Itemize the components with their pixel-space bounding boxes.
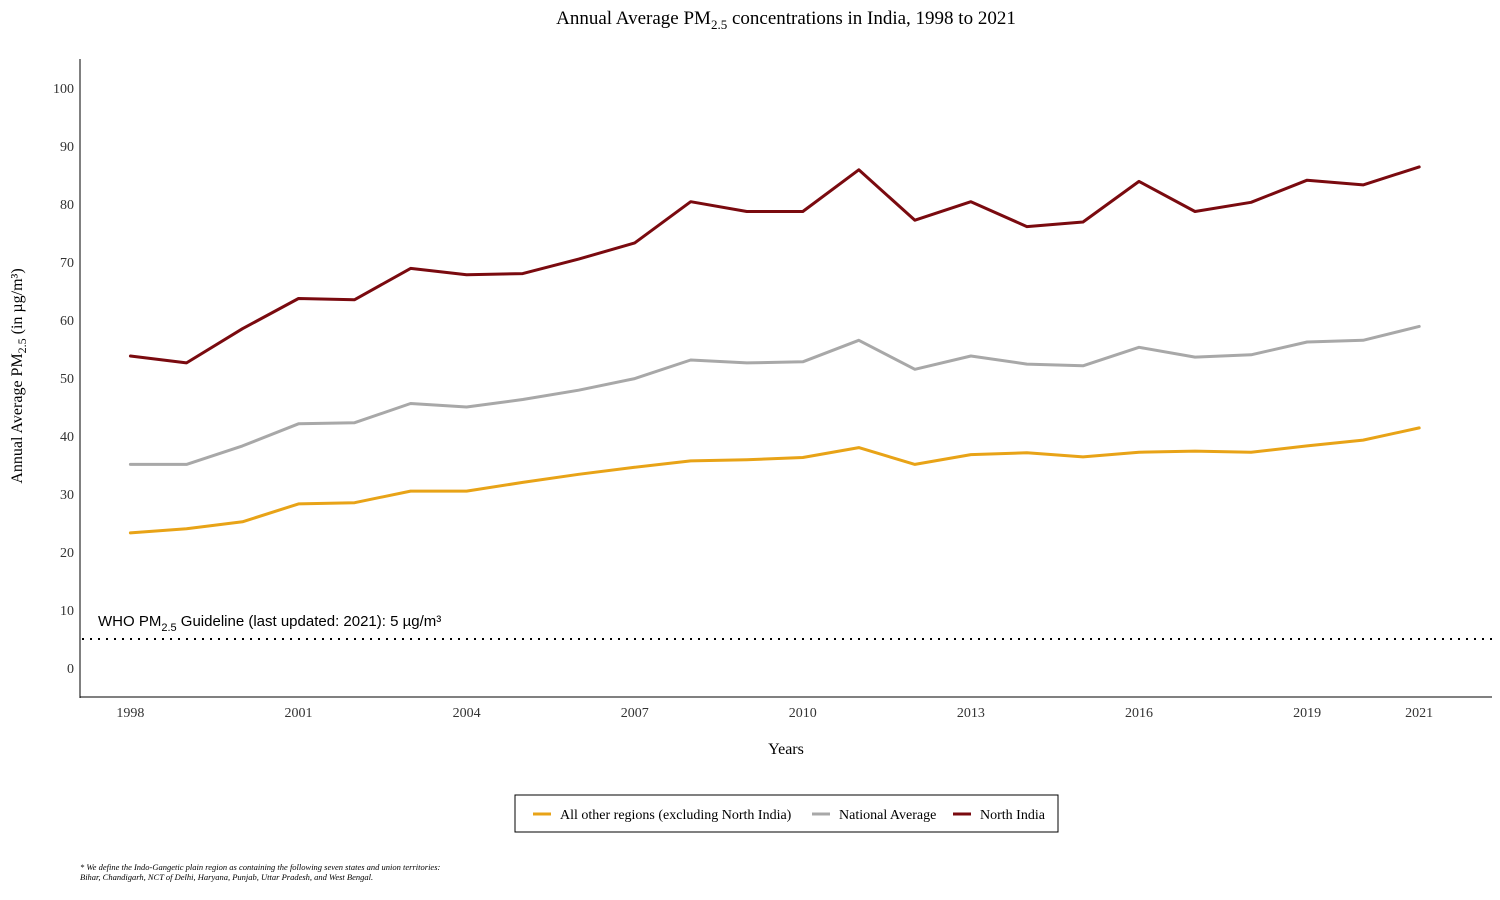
series-lines xyxy=(128,165,1421,535)
legend-label: All other regions (excluding North India… xyxy=(560,808,792,823)
y-tick-labels: 0 10 20 30 40 50 60 70 80 90 100 xyxy=(53,82,74,677)
y-axis-title: Annual Average PM2.5 (in µg/m³) xyxy=(9,268,29,483)
series-line-1 xyxy=(128,324,1421,466)
y-tick-label: 100 xyxy=(53,82,74,97)
x-tick-label: 2013 xyxy=(957,706,985,721)
y-tick-label: 50 xyxy=(60,372,74,387)
x-tick-label: 2004 xyxy=(453,706,481,721)
x-tick-label: 2010 xyxy=(789,706,817,721)
y-tick-label: 0 xyxy=(67,662,74,677)
x-tick-label: 2019 xyxy=(1293,706,1321,721)
x-axis-title: Years xyxy=(768,741,804,758)
y-tick-label: 90 xyxy=(60,140,74,155)
x-tick-label: 2001 xyxy=(285,706,313,721)
y-tick-label: 80 xyxy=(60,198,74,213)
x-tick-label: 1998 xyxy=(116,706,144,721)
footnote: * We define the Indo-Gangetic plain regi… xyxy=(80,862,441,882)
who-guideline-label: WHO PM2.5 Guideline (last updated: 2021)… xyxy=(98,613,441,634)
legend-label: National Average xyxy=(839,808,936,823)
chart-title: Annual Average PM2.5 concentrations in I… xyxy=(556,8,1016,32)
y-tick-label: 60 xyxy=(60,314,74,329)
y-tick-label: 10 xyxy=(60,604,74,619)
series-line-0 xyxy=(128,426,1421,535)
y-tick-label: 40 xyxy=(60,430,74,445)
x-tick-label: 2007 xyxy=(621,706,649,721)
y-tick-label: 30 xyxy=(60,488,74,503)
legend: All other regions (excluding North India… xyxy=(514,794,1059,833)
y-tick-label: 20 xyxy=(60,546,74,561)
legend-label: North India xyxy=(980,808,1046,823)
series-line-2 xyxy=(128,165,1421,365)
x-tick-label: 2021 xyxy=(1405,706,1433,721)
x-tick-labels: 1998 2001 2004 2007 2010 2013 2016 2019 2021 xyxy=(116,706,1433,721)
x-tick-label: 2016 xyxy=(1125,706,1153,721)
y-tick-label: 70 xyxy=(60,256,74,271)
plot-area: 0 10 20 30 40 50 60 70 80 90 100 1998 2001 2004 2007 2… xyxy=(53,59,1492,721)
